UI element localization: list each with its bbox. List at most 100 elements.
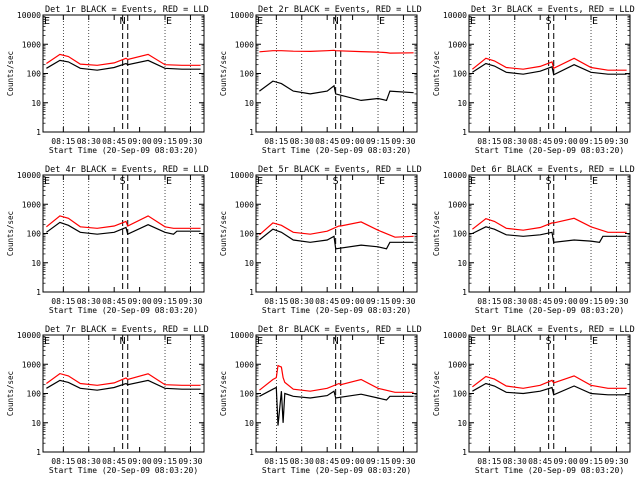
marker-center: N [120,16,126,27]
marker-center: S [546,336,552,347]
x-tick-label: 09:15 [579,457,603,466]
series-events-line [472,226,627,243]
x-tick-label: 08:30 [503,457,527,466]
chart-title: Det 4r BLACK = Events, RED = LLD [45,165,209,175]
y-tick-label: 100 [27,70,42,79]
chart-title: Det 1r BLACK = Events, RED = LLD [45,5,209,15]
x-tick-label: 08:15 [51,137,75,146]
x-tick-label: 08:30 [503,297,527,306]
x-tick-label: 08:15 [264,297,288,306]
x-tick-label: 08:45 [315,457,339,466]
y-tick-label: 1 [249,128,254,137]
x-tick-label: 08:45 [315,297,339,306]
marker-left: E [470,16,476,27]
x-tick-label: 09:15 [366,297,390,306]
marker-center: S [120,176,126,187]
x-tick-label: 09:30 [391,137,415,146]
marker-center: N [333,16,339,27]
marker-left: E [257,16,263,27]
series-events-line [472,382,627,396]
series-lld-line [46,215,201,229]
marker-right: E [166,336,172,347]
chart-title: Det 3r BLACK = Events, RED = LLD [471,5,635,15]
y-tick-label: 1000 [448,360,467,369]
y-tick-label: 1 [36,288,41,297]
x-tick-label: 08:45 [102,137,126,146]
series-events-line [259,228,414,250]
y-tick-label: 10000 [443,331,467,340]
y-tick-label: 10 [244,99,254,108]
chart-title: Det 9r BLACK = Events, RED = LLD [471,325,635,335]
x-tick-label: 08:15 [51,457,75,466]
x-axis-label: Start Time (20-Sep-09 08:03:20) [49,466,198,475]
x-tick-label: 08:15 [264,457,288,466]
y-tick-label: 1000 [22,40,41,49]
chart-title: Det 2r BLACK = Events, RED = LLD [258,5,422,15]
x-tick-label: 08:45 [102,297,126,306]
series-events-line [46,59,201,71]
marker-left: E [470,336,476,347]
chart-title: Det 7r BLACK = Events, RED = LLD [45,325,209,335]
marker-center: S [333,176,339,187]
marker-center: S [546,16,552,27]
x-axis-label: Start Time (20-Sep-09 08:03:20) [49,306,198,315]
x-axis-label: Start Time (20-Sep-09 08:03:20) [262,306,411,315]
x-tick-label: 09:30 [178,457,202,466]
y-tick-label: 10000 [17,331,41,340]
x-tick-label: 08:45 [315,137,339,146]
y-tick-label: 1 [462,128,467,137]
marker-right: E [379,16,385,27]
y-axis-label: Counts/sec [6,211,15,256]
marker-right: E [379,176,385,187]
x-tick-label: 08:15 [477,457,501,466]
y-axis-label: Counts/sec [6,51,15,96]
x-axis-label: Start Time (20-Sep-09 08:03:20) [262,146,411,155]
x-tick-label: 09:00 [341,137,365,146]
y-tick-label: 1 [36,448,41,457]
x-tick-label: 09:00 [341,297,365,306]
y-tick-label: 10 [31,419,41,428]
series-lld-line [259,364,414,393]
x-tick-label: 09:00 [128,457,152,466]
x-tick-label: 09:15 [153,457,177,466]
y-tick-label: 1000 [448,40,467,49]
y-tick-label: 100 [453,70,468,79]
series-lld-line [472,217,627,233]
marker-left: E [44,336,50,347]
y-tick-label: 1000 [235,200,254,209]
y-tick-label: 10000 [17,11,41,20]
chart-title: Det 5r BLACK = Events, RED = LLD [258,165,422,175]
x-tick-label: 08:15 [51,297,75,306]
y-tick-label: 1000 [235,40,254,49]
x-tick-label: 09:15 [153,137,177,146]
x-tick-label: 09:30 [604,457,628,466]
x-tick-label: 09:30 [178,297,202,306]
x-axis-label: Start Time (20-Sep-09 08:03:20) [475,146,624,155]
y-axis-label: Counts/sec [432,371,441,416]
y-tick-label: 10 [457,99,467,108]
x-tick-label: 08:15 [477,137,501,146]
x-tick-label: 09:15 [579,297,603,306]
x-tick-label: 09:30 [604,297,628,306]
series-events-line [46,221,201,236]
y-tick-label: 1 [462,448,467,457]
x-tick-label: 09:00 [554,457,578,466]
y-tick-label: 100 [27,390,42,399]
x-tick-label: 09:15 [579,137,603,146]
y-axis-label: Counts/sec [6,371,15,416]
x-tick-label: 09:00 [128,297,152,306]
y-axis-label: Counts/sec [432,211,441,256]
x-tick-label: 08:15 [477,297,501,306]
x-tick-label: 08:30 [77,137,101,146]
series-lld-line [472,375,627,389]
marker-left: E [470,176,476,187]
series-events-line [259,386,414,426]
y-tick-label: 10000 [443,11,467,20]
y-tick-label: 10 [31,259,41,268]
